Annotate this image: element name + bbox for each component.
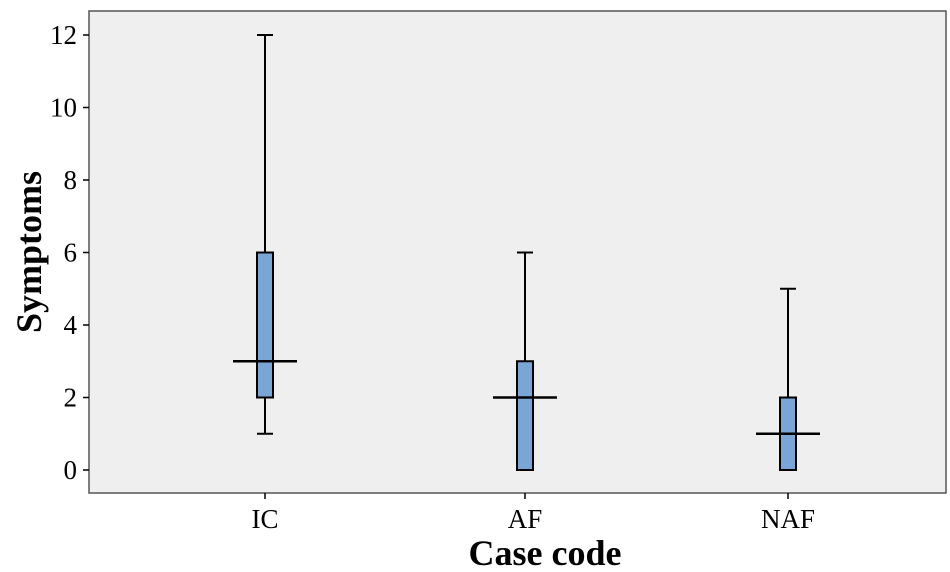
x-tick-label: IC — [252, 504, 279, 534]
y-tick-label: 10 — [50, 93, 77, 123]
x-tick-label: AF — [508, 504, 543, 534]
y-tick-label: 2 — [64, 383, 78, 413]
box-ic — [233, 34, 297, 435]
box-naf — [756, 287, 820, 471]
iqr-box — [516, 360, 534, 471]
y-tick-label: 6 — [64, 238, 78, 268]
y-tick-label: 8 — [64, 165, 78, 195]
y-axis: 0 2 4 6 8 10 12 — [50, 20, 89, 485]
x-tick-label: NAF — [761, 504, 815, 534]
x-axis: IC AF NAF — [252, 493, 815, 534]
y-axis-title: Symptoms — [9, 171, 49, 333]
y-tick-label: 0 — [64, 455, 78, 485]
box-af — [493, 251, 557, 471]
y-tick-label: 4 — [64, 310, 78, 340]
x-axis-title: Case code — [469, 533, 622, 572]
boxes — [233, 34, 820, 471]
y-tick-label: 12 — [50, 20, 77, 50]
iqr-box — [256, 251, 274, 399]
